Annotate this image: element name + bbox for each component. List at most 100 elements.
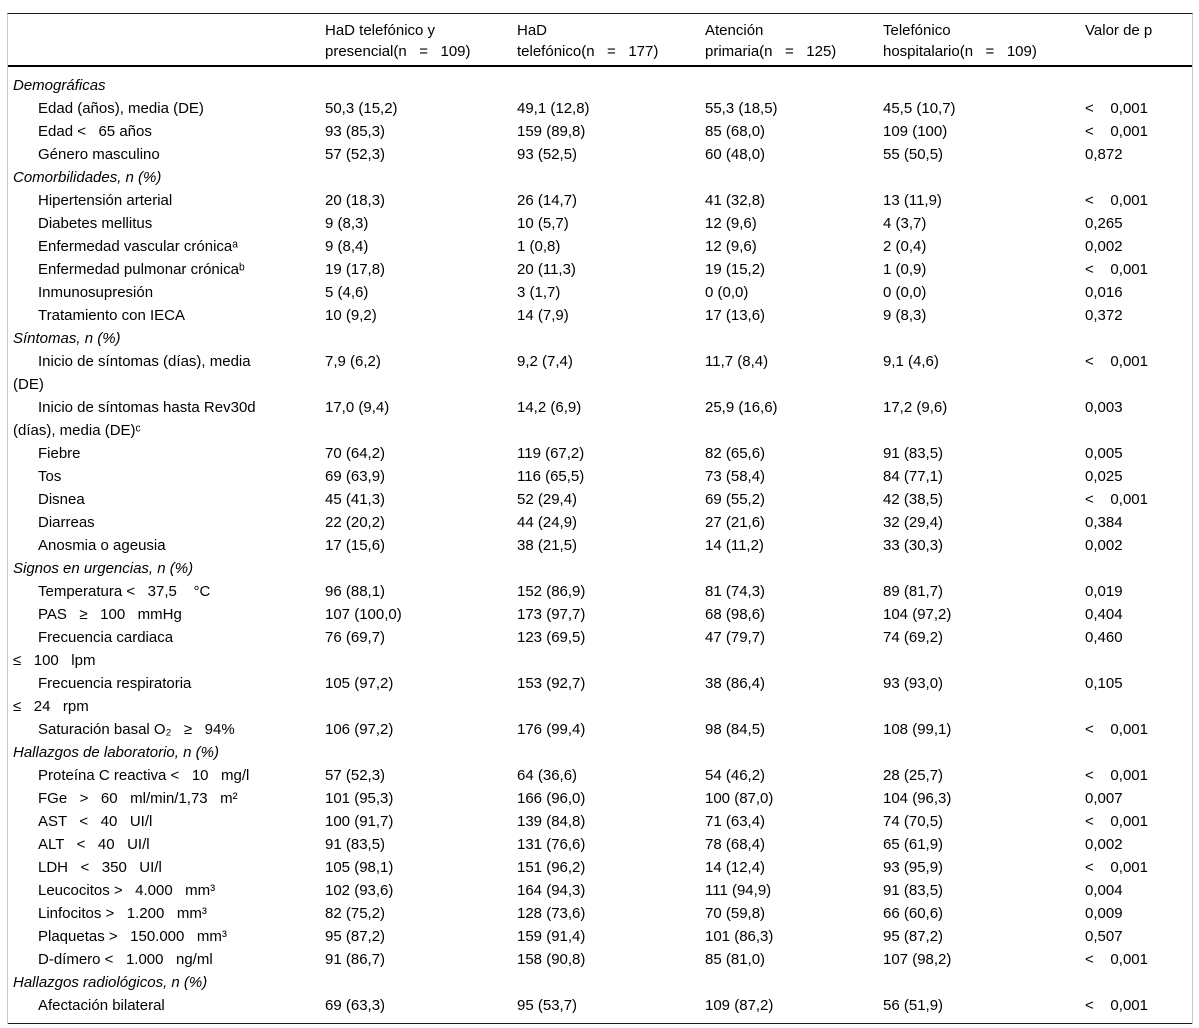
- value-cell: 19 (17,8): [325, 261, 386, 278]
- section-label: Comorbilidades, n (%): [13, 169, 162, 186]
- value-cell: 78 (68,4): [705, 836, 766, 853]
- section-row: Comorbilidades, n (%): [13, 166, 1192, 189]
- p-value-cell: < 0,001: [1085, 997, 1148, 1014]
- row-label: Tos: [38, 468, 62, 485]
- value-cell: 12 (9,6): [705, 238, 757, 255]
- header-row: HaD telefónico y presencial(n = 109) HaD…: [13, 20, 1192, 62]
- table-body: Demográficas Edad (años), media (DE) 50,3 …: [8, 67, 1192, 1024]
- value-cell: 73 (58,4): [705, 468, 766, 485]
- value-cell: 82 (75,2): [325, 905, 386, 922]
- value-cell: 11,7 (8,4): [705, 353, 769, 370]
- value-cell: 9 (8,3): [325, 215, 369, 232]
- clinical-characteristics-table: HaD telefónico y presencial(n = 109) HaD…: [7, 13, 1193, 1024]
- value-cell: 42 (38,5): [883, 491, 944, 508]
- value-cell: 123 (69,5): [517, 629, 586, 646]
- value-cell: 14 (11,2): [705, 537, 764, 554]
- value-cell: 159 (89,8): [517, 123, 586, 140]
- row-label: Inicio de síntomas hasta Rev30d (días), …: [13, 399, 256, 439]
- value-cell: 131 (76,6): [517, 836, 586, 853]
- table-row: Diarreas 22 (20,2) 44 (24,9) 27 (21,6) 32 (2…: [13, 511, 1192, 534]
- value-cell: 45,5 (10,7): [883, 100, 956, 117]
- value-cell: 102 (93,6): [325, 882, 394, 899]
- header-col-telefonico-hospitalario: Telefónico hospitalario(n = 109): [883, 22, 1037, 60]
- table-row: Enfermedad pulmonar crónicaᵇ 19 (17,8) 20 …: [13, 258, 1192, 281]
- section-row: Demográficas: [13, 74, 1192, 97]
- p-value-cell: 0,265: [1085, 215, 1123, 232]
- value-cell: 101 (86,3): [705, 928, 774, 945]
- value-cell: 91 (83,5): [325, 836, 386, 853]
- value-cell: 93 (52,5): [517, 146, 578, 163]
- value-cell: 14,2 (6,9): [517, 399, 582, 416]
- row-label: Temperatura < 37,5 °C: [38, 583, 211, 600]
- row-label: ALT < 40 UI/l: [38, 836, 150, 853]
- p-value-cell: 0,460: [1085, 629, 1123, 646]
- value-cell: 33 (30,3): [883, 537, 944, 554]
- value-cell: 139 (84,8): [517, 813, 586, 830]
- value-cell: 50,3 (15,2): [325, 100, 398, 117]
- table-row: LDH < 350 UI/l 105 (98,1) 151 (96,2) 14 (12…: [13, 856, 1192, 879]
- table-row: Frecuencia cardiaca ≤ 100 lpm 76 (69,7) 12…: [13, 626, 1192, 672]
- value-cell: 13 (11,9): [883, 192, 942, 209]
- value-cell: 176 (99,4): [517, 721, 586, 738]
- value-cell: 95 (87,2): [325, 928, 386, 945]
- table-row: Frecuencia respiratoria ≤ 24 rpm 105 (97,…: [13, 672, 1192, 718]
- row-label: Diabetes mellitus: [38, 215, 153, 232]
- table-row: PAS ≥ 100 mmHg 107 (100,0) 173 (97,7) 68 (9…: [13, 603, 1192, 626]
- table-row: Linfocitos > 1.200 mm³ 82 (75,2) 128 (73,6…: [13, 902, 1192, 925]
- value-cell: 166 (96,0): [517, 790, 586, 807]
- value-cell: 1 (0,9): [883, 261, 927, 278]
- p-value-cell: 0,002: [1085, 836, 1123, 853]
- value-cell: 93 (85,3): [325, 123, 386, 140]
- row-label: Leucocitos > 4.000 mm³: [38, 882, 216, 899]
- p-value-cell: 0,003: [1085, 399, 1123, 416]
- row-label: D-dímero < 1.000 ng/ml: [38, 951, 213, 968]
- value-cell: 100 (87,0): [705, 790, 774, 807]
- row-label: Inmunosupresión: [38, 284, 154, 301]
- value-cell: 108 (99,1): [883, 721, 952, 738]
- row-label: Diarreas: [38, 514, 95, 531]
- value-cell: 26 (14,7): [517, 192, 578, 209]
- section-row: Síntomas, n (%): [13, 327, 1192, 350]
- value-cell: 9 (8,4): [325, 238, 369, 255]
- table-row: FGe > 60 ml/min/1,73 m² 101 (95,3) 166 (96…: [13, 787, 1192, 810]
- row-label: Género masculino: [38, 146, 160, 163]
- value-cell: 14 (7,9): [517, 307, 569, 324]
- value-cell: 74 (70,5): [883, 813, 944, 830]
- value-cell: 85 (68,0): [705, 123, 766, 140]
- table-row: Tos 69 (63,9) 116 (65,5) 73 (58,4) 84 (77,1)…: [13, 465, 1192, 488]
- value-cell: 66 (60,6): [883, 905, 944, 922]
- value-cell: 57 (52,3): [325, 767, 386, 784]
- p-value-cell: 0,016: [1085, 284, 1123, 301]
- row-label: Edad < 65 años: [38, 123, 152, 140]
- row-label: PAS ≥ 100 mmHg: [38, 606, 182, 623]
- table-row: ALT < 40 UI/l 91 (83,5) 131 (76,6) 78 (68,4…: [13, 833, 1192, 856]
- p-value-cell: < 0,001: [1085, 813, 1148, 830]
- row-label: Frecuencia cardiaca ≤ 100 lpm: [13, 629, 174, 669]
- value-cell: 49,1 (12,8): [517, 100, 590, 117]
- value-cell: 9,1 (4,6): [883, 353, 939, 370]
- table-row: Leucocitos > 4.000 mm³ 102 (93,6) 164 (94,…: [13, 879, 1192, 902]
- value-cell: 54 (46,2): [705, 767, 766, 784]
- table-row: Temperatura < 37,5 °C 96 (88,1) 152 (86,9)…: [13, 580, 1192, 603]
- value-cell: 105 (97,2): [325, 675, 394, 692]
- value-cell: 70 (59,8): [705, 905, 766, 922]
- value-cell: 85 (81,0): [705, 951, 766, 968]
- value-cell: 173 (97,7): [517, 606, 586, 623]
- value-cell: 91 (86,7): [325, 951, 386, 968]
- value-cell: 95 (53,7): [517, 997, 578, 1014]
- table-row: Enfermedad vascular crónicaᵃ 9 (8,4) 1 (0,…: [13, 235, 1192, 258]
- table-row: Inicio de síntomas (días), media (DE) 7,9…: [13, 350, 1192, 396]
- p-value-cell: < 0,001: [1085, 767, 1148, 784]
- value-cell: 47 (79,7): [705, 629, 766, 646]
- table-row: Plaquetas > 150.000 mm³ 95 (87,2) 159 (91,…: [13, 925, 1192, 948]
- p-value-cell: 0,009: [1085, 905, 1123, 922]
- value-cell: 9,2 (7,4): [517, 353, 573, 370]
- table-row: Proteína C reactiva < 10 mg/l 57 (52,3) 64…: [13, 764, 1192, 787]
- value-cell: 100 (91,7): [325, 813, 394, 830]
- value-cell: 152 (86,9): [517, 583, 586, 600]
- p-value-cell: 0,002: [1085, 238, 1123, 255]
- p-value-cell: 0,005: [1085, 445, 1123, 462]
- section-label: Demográficas: [13, 77, 106, 94]
- value-cell: 101 (95,3): [325, 790, 394, 807]
